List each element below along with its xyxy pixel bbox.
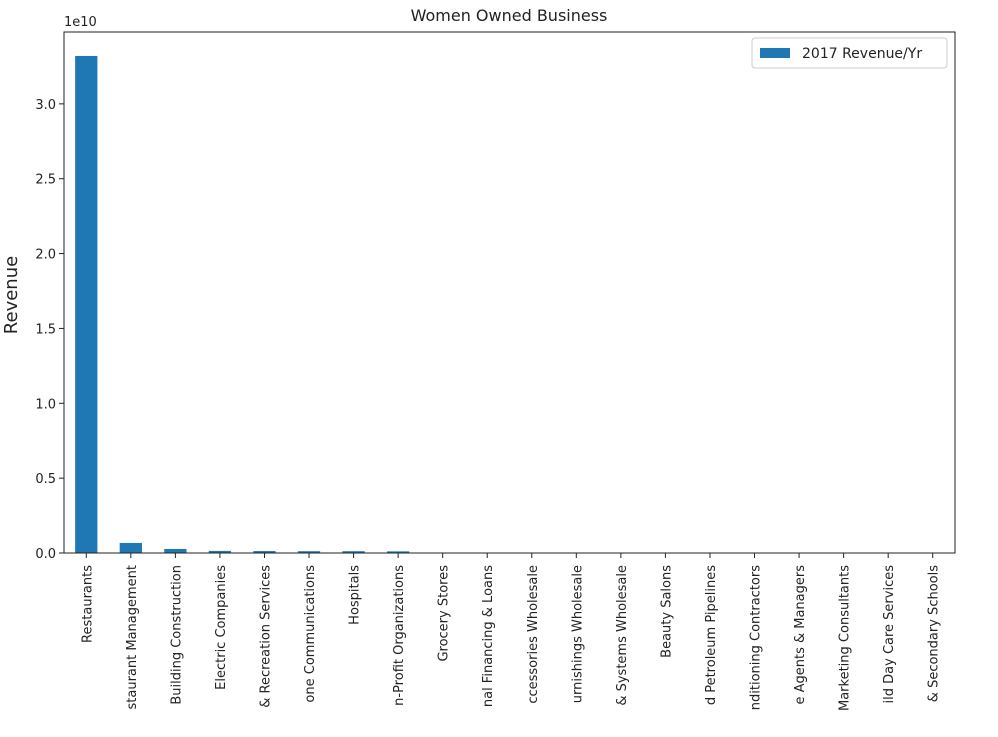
x-tick-label: & Systems Wholesale bbox=[615, 565, 630, 706]
bar bbox=[208, 550, 232, 553]
plot-frame bbox=[63, 31, 956, 554]
legend-swatch bbox=[760, 48, 790, 58]
bar bbox=[119, 542, 142, 553]
x-tick-label: n-Profit Organizations bbox=[392, 565, 407, 706]
legend-box bbox=[751, 37, 948, 69]
x-tick-label: ccessories Wholesale bbox=[526, 565, 541, 704]
x-tick-label: d Petroleum Pipelines bbox=[704, 565, 719, 705]
y-tick-label: 3.0 bbox=[35, 98, 56, 113]
bar bbox=[75, 55, 98, 554]
y-offset-label: 1e10 bbox=[64, 15, 97, 30]
legend-label: 2017 Revenue/Yr bbox=[802, 46, 922, 62]
x-tick-label: ild Day Care Services bbox=[882, 565, 897, 704]
x-tick-label: & Secondary Schools bbox=[927, 565, 942, 702]
y-tick-label: 0.5 bbox=[35, 472, 56, 487]
y-tick-label: 0.0 bbox=[35, 547, 56, 562]
x-tick-label: e Agents & Managers bbox=[793, 565, 808, 705]
y-tick-label: 1.0 bbox=[35, 397, 56, 412]
x-tick-label: Hospitals bbox=[348, 565, 363, 625]
x-tick-label: urnishings Wholesale bbox=[570, 565, 585, 703]
bar bbox=[386, 551, 410, 553]
chart-title: Women Owned Business bbox=[411, 6, 608, 25]
bar bbox=[253, 551, 276, 553]
x-tick-label: Electric Companies bbox=[214, 565, 229, 690]
bar bbox=[164, 548, 187, 553]
x-tick-label: nditioning Contractors bbox=[749, 565, 764, 710]
y-tick-label: 1.5 bbox=[35, 322, 56, 337]
x-tick-label: Building Construction bbox=[169, 565, 184, 705]
x-tick-label: & Recreation Services bbox=[258, 565, 273, 708]
x-tick-label: staurant Management bbox=[125, 565, 140, 710]
bar bbox=[297, 551, 321, 553]
x-tick-label: Restaurants bbox=[80, 565, 95, 643]
x-tick-label: Beauty Salons bbox=[659, 565, 674, 658]
x-tick-label: one Communications bbox=[303, 565, 318, 703]
y-tick-label: 2.0 bbox=[35, 248, 56, 263]
y-tick-label: 2.5 bbox=[35, 173, 56, 188]
bar bbox=[342, 551, 365, 553]
x-tick-label: Grocery Stores bbox=[437, 565, 452, 662]
x-tick-label: Marketing Consultants bbox=[838, 565, 853, 711]
x-tick-label: nal Financing & Loans bbox=[481, 565, 496, 707]
y-axis-label: Revenue bbox=[1, 256, 22, 334]
